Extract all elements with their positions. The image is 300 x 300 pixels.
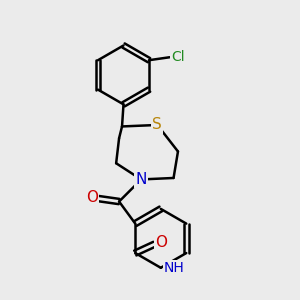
Text: S: S bbox=[152, 118, 162, 133]
Text: N: N bbox=[136, 172, 147, 187]
Text: Cl: Cl bbox=[171, 50, 185, 64]
Text: O: O bbox=[86, 190, 98, 205]
Text: NH: NH bbox=[164, 261, 184, 275]
Text: O: O bbox=[155, 235, 167, 250]
